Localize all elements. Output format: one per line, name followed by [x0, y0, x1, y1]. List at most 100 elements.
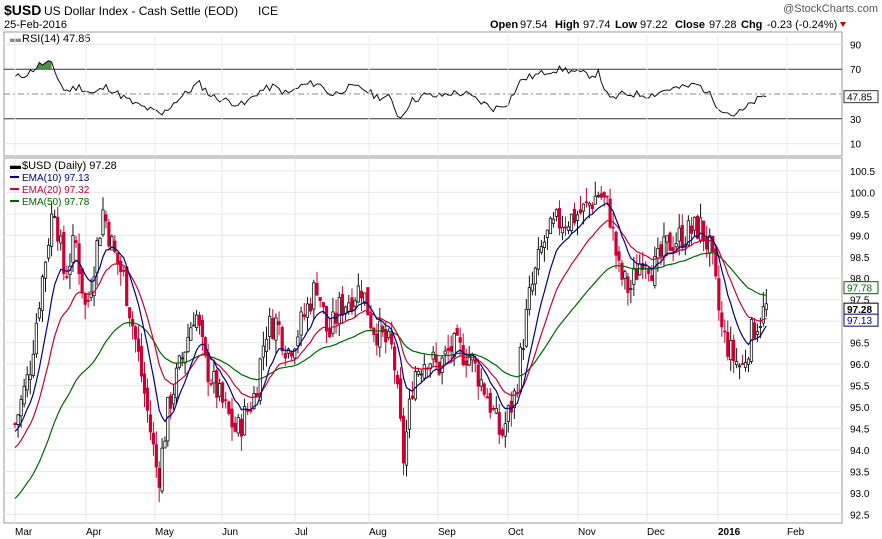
candle-body — [524, 308, 528, 347]
candle-body — [659, 244, 663, 257]
candle-body — [720, 312, 724, 328]
candle-body — [542, 241, 547, 248]
candle-body — [233, 422, 237, 432]
candle-body — [692, 216, 697, 231]
candle-body — [183, 351, 187, 364]
price-legend: ▬ $USD (Daily) 97.28 EMA(10) 97.13EMA(20… — [10, 160, 117, 208]
candle-body — [497, 412, 501, 435]
candle-body — [689, 225, 694, 234]
candle-body — [74, 240, 78, 243]
candle-body — [328, 328, 332, 338]
candle-body — [83, 293, 87, 305]
candle-body — [494, 408, 498, 414]
candle-body — [422, 364, 426, 379]
candle-body — [353, 300, 357, 307]
candle-body — [104, 214, 108, 222]
candle-body — [19, 399, 23, 417]
candle-body — [764, 303, 768, 311]
candle-body — [86, 299, 90, 302]
candle-body — [611, 226, 615, 229]
candle-body — [239, 418, 244, 437]
candle-body — [101, 209, 105, 236]
candle-body — [446, 347, 450, 351]
candle-body — [545, 229, 550, 238]
price-marker: 97.78 — [843, 281, 879, 295]
chg-value: -0.23 (-0.24%) — [767, 19, 837, 31]
candle-body — [197, 314, 202, 326]
price-tick-label: 100.5 — [850, 167, 875, 178]
candle-body — [458, 337, 462, 343]
candle-body — [274, 317, 278, 341]
candle-body — [356, 285, 360, 303]
time-tick-label: Feb — [787, 527, 805, 538]
rsi-legend: ▬ RSI(14) 47.85 — [10, 33, 90, 45]
candle-body — [125, 266, 129, 306]
candle-body — [268, 315, 272, 337]
candle-body — [653, 256, 657, 286]
time-tick-label: Mar — [15, 527, 33, 538]
candle-body — [139, 346, 144, 377]
candle-body — [347, 302, 351, 312]
candle-body — [264, 338, 269, 352]
chg-label: Chg — [741, 19, 762, 31]
candle-body — [37, 308, 42, 319]
rsi-overbought-fill — [36, 60, 52, 70]
price-tick-label: 95.0 — [850, 403, 870, 414]
candle-body — [671, 247, 675, 252]
candle-body — [215, 370, 219, 398]
open-label: Open — [490, 19, 518, 31]
candle-body — [539, 246, 543, 253]
price-tick-label: 94.5 — [850, 425, 870, 436]
candle-body — [629, 288, 633, 291]
candle-body — [665, 235, 669, 243]
candle-body — [95, 240, 99, 274]
candle-body — [280, 326, 284, 352]
candle-body — [34, 322, 38, 355]
time-tick-label: 2016 — [718, 527, 741, 538]
candle-body — [230, 408, 234, 428]
candle-body — [53, 215, 57, 218]
candle-body — [563, 226, 568, 229]
candle-body — [28, 374, 32, 381]
candle-body — [110, 236, 114, 251]
candle-body — [404, 431, 409, 466]
candle-body — [220, 382, 225, 403]
price-tick-label: 99.5 — [850, 210, 870, 221]
svg-text:47.85: 47.85 — [847, 93, 872, 104]
candle-body — [80, 268, 84, 294]
candle-body — [617, 251, 621, 261]
price-tick-label: 100.0 — [850, 188, 875, 199]
time-tick-label: Jun — [222, 527, 238, 538]
candle-body — [378, 320, 382, 348]
candle-body — [393, 346, 397, 371]
candle-body — [65, 276, 69, 278]
time-tick-label: Jul — [295, 527, 308, 538]
candle-body — [331, 311, 335, 334]
candle-body — [71, 234, 75, 263]
svg-text:97.28: 97.28 — [847, 305, 872, 316]
candle-body — [566, 226, 571, 231]
candle-body — [461, 345, 465, 365]
candle-body — [62, 231, 66, 275]
candle-body — [726, 331, 730, 357]
candle-body — [599, 193, 603, 198]
symbol: $USD — [4, 2, 41, 18]
candle-body — [551, 218, 556, 224]
candle-body — [605, 195, 609, 198]
candle-body — [224, 399, 228, 402]
price-tick-label: 96.0 — [850, 360, 870, 371]
candle-body — [122, 269, 126, 272]
candle-body — [608, 198, 612, 228]
candle-body — [340, 294, 345, 316]
candle-body — [324, 305, 329, 332]
candle-body — [366, 287, 370, 316]
exchange: ICE — [258, 4, 278, 18]
candle-body — [177, 355, 181, 368]
candle-body — [22, 385, 26, 405]
time-tick-label: Oct — [508, 527, 524, 538]
candle-body — [623, 271, 627, 279]
candle-body — [584, 201, 588, 204]
candle-body — [656, 248, 660, 259]
candle-body — [249, 409, 253, 412]
candle-body — [77, 243, 81, 275]
